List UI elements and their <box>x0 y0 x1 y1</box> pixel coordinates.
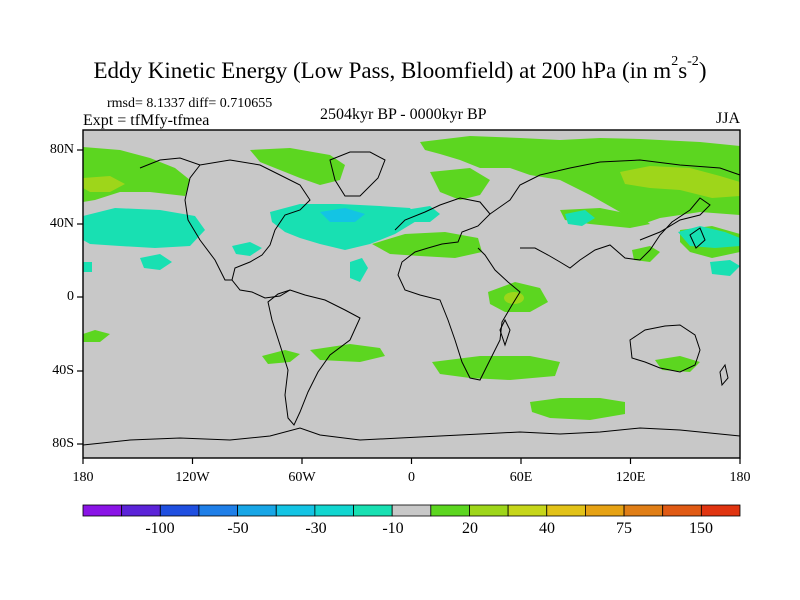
pacific-lime <box>83 176 125 192</box>
colorbar-swatch <box>585 504 625 517</box>
strong-positive-layer <box>83 166 740 304</box>
title-end: ) <box>698 58 707 83</box>
arctic-lime <box>620 166 740 198</box>
arctic-green-band <box>420 136 740 225</box>
colorbar-swatch <box>700 504 741 517</box>
south-pacific-green <box>83 330 110 342</box>
colorbar-swatch <box>662 504 702 517</box>
north-atlantic-cyan <box>270 204 418 250</box>
period-label: 2504kyr BP - 0000kyr BP <box>320 106 487 123</box>
colorbar-swatch <box>623 504 664 517</box>
colorbar <box>82 504 741 517</box>
europe-africa-coast <box>394 197 521 381</box>
experiment-label: Expt = tfMfy-tfmea <box>83 112 210 129</box>
greenland-coast <box>329 151 386 197</box>
madagascar-coast <box>499 318 511 347</box>
equatorial-cyan <box>83 262 92 272</box>
indian-lime <box>504 292 524 304</box>
colorbar-swatch <box>82 504 123 517</box>
colorbar-swatch <box>507 504 548 517</box>
tropical-cyan <box>140 254 172 270</box>
coastlines <box>82 151 741 446</box>
north-america-green <box>250 148 345 185</box>
colorbar-swatch <box>159 504 200 517</box>
colorbar-swatch <box>121 504 161 517</box>
x-label-180w: 180 <box>72 470 94 485</box>
colorbar-swatch <box>430 504 470 517</box>
asia-cyan <box>565 210 595 226</box>
deeper-negative-layer <box>320 208 365 222</box>
colorbar-label-6: 40 <box>539 520 555 537</box>
atlantic-green <box>372 232 482 258</box>
new-zealand-coast <box>719 363 729 387</box>
y-label-80n: 80N <box>49 142 74 157</box>
colorbar-swatch <box>469 504 509 517</box>
south-indian-green <box>432 356 560 380</box>
y-label-0: 0 <box>67 289 74 304</box>
colorbar-label-2: -50 <box>227 520 249 537</box>
colorbar-swatch <box>391 504 432 517</box>
x-label-60e: 60E <box>509 470 533 485</box>
colorbar-swatch <box>314 504 354 517</box>
antarctica-coast <box>82 427 741 446</box>
axis-ticks <box>77 149 741 464</box>
x-label-120w: 120W <box>175 470 210 485</box>
x-label-120e: 120E <box>615 470 646 485</box>
x-label-180e: 180 <box>729 470 751 485</box>
north-pacific-cyan <box>83 208 205 248</box>
x-label-60w: 60W <box>288 470 316 485</box>
x-label-0: 0 <box>408 470 415 485</box>
southern-ocean-green <box>530 398 625 420</box>
colorbar-label-7: 75 <box>616 520 632 537</box>
title-sup-2: -2 <box>687 54 699 70</box>
colorbar-swatch <box>353 504 393 517</box>
south-america-green <box>262 350 300 364</box>
title-main: Eddy Kinetic Energy (Low Pass, Bloomfiel… <box>93 58 672 83</box>
pacific-edge-cyan <box>710 260 740 276</box>
europe-cyan <box>405 206 440 222</box>
japan-coast <box>689 227 706 249</box>
map-title: Eddy Kinetic Energy (Low Pass, Bloomfiel… <box>0 54 800 84</box>
title-mid: s <box>678 58 688 83</box>
atlantic-cyan-small <box>232 242 262 256</box>
colorbar-swatch <box>275 504 316 517</box>
y-label-40n: 40N <box>49 216 74 231</box>
colorbar-label-1: -100 <box>145 520 175 537</box>
colorbar-label-8: 150 <box>689 520 713 537</box>
colorbar-label-3: -30 <box>305 520 327 537</box>
colorbar-swatch <box>546 504 586 517</box>
colorbar-swatch <box>237 504 277 517</box>
positive-anomaly-layer <box>83 136 740 420</box>
australia-coast <box>629 324 701 373</box>
south-atlantic-cyan <box>350 258 368 282</box>
south-america-coast <box>267 289 361 426</box>
colorbar-label-5: 20 <box>462 520 478 537</box>
north-america-coast <box>139 157 311 299</box>
eurasia-coast <box>489 159 741 269</box>
rmsd-stats: rmsd= 8.1337 diff= 0.710655 <box>107 96 273 111</box>
colorbar-swatch <box>198 504 238 517</box>
season-label: JJA <box>716 110 741 127</box>
negative-anomaly-layer <box>83 204 740 282</box>
western-europe-green <box>430 168 490 200</box>
y-label-80s: 80S <box>52 436 74 451</box>
title-sup-1: 2 <box>671 54 679 70</box>
atlantic-cyan-core <box>320 208 365 222</box>
colorbar-label-4: -10 <box>382 520 404 537</box>
y-label-40s: 40S <box>52 363 74 378</box>
